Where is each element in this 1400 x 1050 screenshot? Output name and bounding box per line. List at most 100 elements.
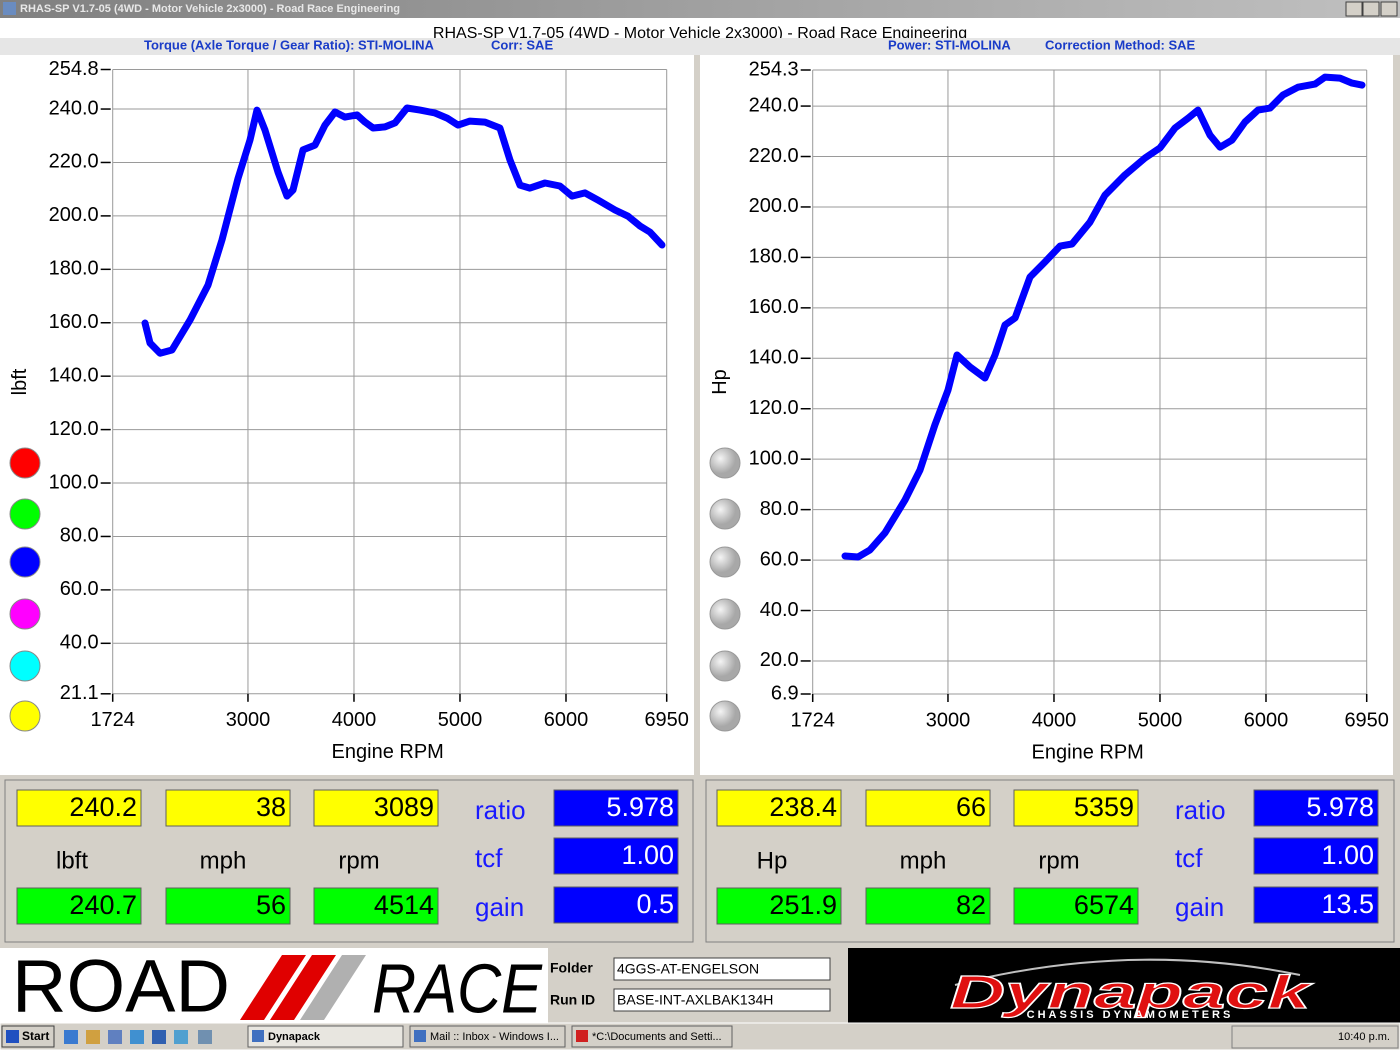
quick-icon[interactable] (174, 1030, 188, 1044)
y-tick-label: 80.0 (760, 498, 799, 520)
torque-power-line (141, 104, 666, 357)
field-value: BASE-INT-AXLBAK134H (617, 992, 773, 1008)
trace-button[interactable] (9, 447, 41, 479)
quick-icon[interactable] (152, 1030, 166, 1044)
readout-box (16, 887, 142, 925)
y-tick-label: 60.0 (60, 578, 99, 600)
param-box (1253, 789, 1379, 827)
info-text: Power: STI-MOLINA (888, 37, 1011, 52)
param-label: ratio (475, 795, 526, 825)
param-box (553, 837, 679, 875)
field-box[interactable] (613, 957, 831, 981)
trace-button[interactable] (709, 498, 741, 530)
readout-value: 240.2 (69, 792, 137, 822)
y-tick-label: 6.9 (771, 682, 799, 704)
x-tick-label: 4000 (1032, 709, 1077, 731)
x-tick-label: 4000 (332, 709, 377, 731)
readout-value: 240.7 (69, 890, 137, 920)
x-axis-label: Engine RPM (332, 741, 444, 763)
window-title: RHAS-SP V1.7-05 (4WD - Motor Vehicle 2x3… (20, 3, 400, 15)
quick-icon[interactable] (198, 1030, 212, 1044)
y-tick-label: 160.0 (749, 296, 799, 318)
x-tick-label: 5000 (438, 709, 483, 731)
trace-button[interactable] (709, 598, 741, 630)
header-bg (0, 18, 1400, 38)
task-label: Mail :: Inbox - Windows I... (430, 1031, 559, 1043)
field-box[interactable] (613, 988, 831, 1012)
start-label: Start (22, 1029, 49, 1043)
param-label: gain (1175, 892, 1224, 922)
x-tick-label: 6000 (544, 709, 589, 731)
logo-slash (240, 955, 306, 1020)
close[interactable] (1380, 1, 1398, 17)
task-label: Dynapack (268, 1031, 321, 1043)
readout-box (716, 887, 842, 925)
param-value: 1.00 (621, 840, 674, 870)
readout-box (1013, 887, 1139, 925)
quick-icon[interactable] (64, 1030, 78, 1044)
window-buttons[interactable] (1345, 1, 1398, 17)
x-tick-label: 5000 (1138, 709, 1183, 731)
trace-button[interactable] (709, 700, 741, 732)
trace-button[interactable] (709, 546, 741, 578)
readout-unit: mph (900, 847, 947, 874)
readout-box (865, 887, 991, 925)
task-button[interactable] (247, 1025, 404, 1048)
trace-button[interactable] (9, 650, 41, 682)
y-tick-label: 20.0 (760, 649, 799, 671)
start-icon (6, 1030, 19, 1043)
y-tick-label: 140.0 (49, 364, 99, 386)
task-button[interactable] (409, 1025, 566, 1048)
y-axis-label: lbft (9, 368, 31, 395)
task-icon (576, 1030, 588, 1042)
header-title: RHAS-SP V1.7-05 (4WD - Motor Vehicle 2x3… (433, 25, 967, 42)
brand-sub: CHASSIS DYNAMOMETERS (1027, 1009, 1234, 1021)
readout-unit: Hp (757, 847, 788, 874)
param-label: tcf (475, 843, 503, 873)
quick-launch[interactable] (64, 1030, 212, 1044)
title-bar (0, 0, 1400, 18)
quick-icon[interactable] (130, 1030, 144, 1044)
trace-button[interactable] (709, 447, 741, 479)
logo-slash (300, 955, 366, 1020)
trace-button[interactable] (9, 598, 41, 630)
readout-value: 38 (256, 792, 286, 822)
trace-button[interactable] (9, 546, 41, 578)
info-text: Torque (Axle Torque / Gear Ratio): STI-M… (144, 37, 434, 52)
trace-button[interactable] (9, 498, 41, 530)
readout-value: 4514 (374, 890, 434, 920)
y-tick-label: 120.0 (49, 418, 99, 440)
y-tick-label: 240.0 (49, 97, 99, 119)
chart-panel (700, 55, 1393, 775)
restore[interactable] (1362, 1, 1380, 17)
x-tick-label: 6950 (1344, 709, 1389, 731)
readout-value: 6574 (1074, 890, 1134, 920)
tray (1231, 1025, 1399, 1049)
task-button[interactable] (571, 1025, 733, 1048)
param-value: 5.978 (606, 792, 674, 822)
chart-panel (0, 55, 694, 775)
param-label: tcf (1175, 843, 1203, 873)
y-tick-label: 21.1 (60, 682, 99, 704)
trace-buttons[interactable] (9, 447, 741, 732)
quick-icon[interactable] (108, 1030, 122, 1044)
param-value: 1.00 (1321, 840, 1374, 870)
y-tick-label: 200.0 (49, 204, 99, 226)
readout-box (16, 789, 142, 827)
readout-unit: lbft (56, 847, 88, 874)
readout-box (1013, 789, 1139, 827)
readout-box (165, 887, 291, 925)
param-label: gain (475, 892, 524, 922)
minimize[interactable] (1345, 1, 1363, 17)
brand-swoosh (954, 958, 1301, 986)
logo-slash (270, 955, 336, 1020)
trace-button[interactable] (709, 650, 741, 682)
readout-unit: mph (200, 847, 247, 874)
param-value: 5.978 (1306, 792, 1374, 822)
param-box (1253, 886, 1379, 924)
x-tick-label: 1724 (90, 709, 135, 731)
trace-button[interactable] (9, 700, 41, 732)
quick-icon[interactable] (86, 1030, 100, 1044)
